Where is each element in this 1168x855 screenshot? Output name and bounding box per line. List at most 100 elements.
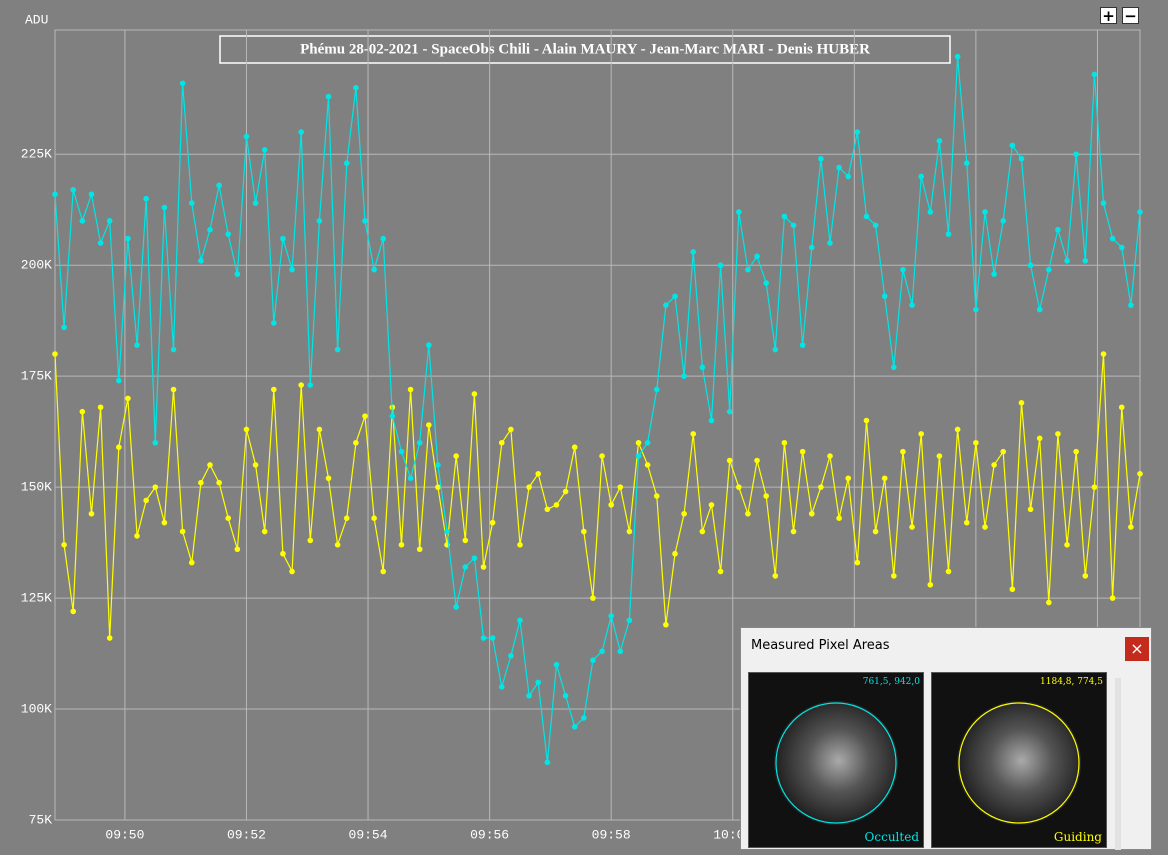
data-point (179, 80, 186, 87)
data-point (708, 502, 715, 508)
data-point (398, 448, 405, 455)
data-point (982, 524, 988, 530)
data-point (918, 173, 924, 180)
zoom-out-button[interactable]: − (1122, 7, 1139, 24)
data-point (389, 413, 396, 419)
data-point (207, 462, 213, 468)
data-point (161, 204, 168, 211)
zoom-in-button[interactable]: + (1100, 7, 1117, 24)
data-point (1064, 542, 1070, 548)
data-point (170, 346, 177, 353)
data-point (52, 351, 58, 357)
data-point (398, 542, 405, 548)
data-point (745, 266, 751, 273)
data-point (818, 155, 824, 162)
data-point (936, 453, 943, 459)
data-point (1064, 257, 1070, 264)
data-point (945, 231, 952, 237)
data-point (535, 679, 542, 686)
data-point (70, 608, 77, 615)
data-point (954, 53, 961, 60)
data-point (881, 293, 888, 300)
data-point (325, 93, 332, 100)
y-tick-label: 100K (21, 701, 52, 716)
data-point (234, 546, 241, 553)
data-point (261, 147, 268, 153)
data-point (1137, 471, 1143, 477)
data-point (489, 635, 496, 641)
data-point (626, 528, 633, 535)
data-point (444, 528, 450, 535)
data-point (909, 302, 915, 308)
data-point (1000, 218, 1007, 224)
data-point (407, 386, 414, 393)
data-point (663, 621, 669, 628)
x-tick-label: 09:58 (592, 827, 631, 842)
data-point (562, 692, 569, 699)
data-point (380, 235, 387, 242)
data-point (799, 342, 806, 348)
data-point (854, 559, 861, 566)
data-point (298, 382, 304, 388)
data-point (353, 439, 359, 446)
data-point (736, 484, 742, 490)
x-tick-label: 09:56 (470, 827, 509, 842)
data-point (945, 568, 952, 575)
data-point (435, 484, 441, 490)
data-point (526, 692, 532, 699)
data-point (936, 138, 943, 144)
data-point (772, 573, 779, 579)
data-point (808, 244, 815, 251)
data-point (653, 386, 660, 393)
data-point (1128, 524, 1134, 530)
data-point (763, 280, 769, 286)
data-point (717, 262, 724, 269)
data-point (125, 235, 131, 242)
data-point (1018, 400, 1025, 406)
series-line (54, 353, 1141, 639)
data-point (1082, 257, 1089, 264)
data-point (827, 240, 833, 246)
data-point (316, 426, 323, 433)
data-point (571, 723, 578, 730)
data-point (252, 462, 259, 468)
data-point (827, 453, 833, 459)
panel-coords: 761,5, 942,0 (862, 677, 920, 687)
data-point (371, 515, 377, 522)
data-point (353, 84, 359, 91)
data-point (416, 439, 423, 446)
aperture (958, 702, 1080, 824)
data-point (134, 342, 140, 348)
data-point (106, 635, 113, 641)
data-point (280, 235, 286, 242)
data-point (754, 253, 760, 260)
close-button[interactable]: × (1125, 637, 1149, 661)
data-point (271, 386, 277, 393)
data-point (872, 528, 879, 535)
data-point (672, 293, 678, 300)
data-point (261, 528, 268, 535)
data-point (325, 475, 332, 482)
data-point (198, 479, 204, 486)
y-tick-label: 150K (21, 480, 52, 495)
data-point (343, 515, 350, 522)
data-point (553, 502, 560, 508)
data-point (754, 457, 760, 464)
data-point (927, 581, 934, 588)
pixel-panel: 1184,8, 774,5 Guiding (931, 672, 1107, 848)
data-point (216, 479, 222, 486)
data-point (900, 266, 906, 273)
data-point (243, 133, 250, 140)
data-point (845, 475, 852, 482)
star-blur (957, 701, 1081, 825)
data-point (143, 497, 149, 504)
data-point (991, 271, 997, 277)
data-point (517, 542, 523, 548)
data-point (116, 377, 122, 384)
data-point (462, 564, 469, 570)
data-point (571, 444, 578, 450)
scrollbar (1115, 678, 1121, 850)
data-point (535, 471, 542, 477)
data-point (526, 484, 532, 490)
